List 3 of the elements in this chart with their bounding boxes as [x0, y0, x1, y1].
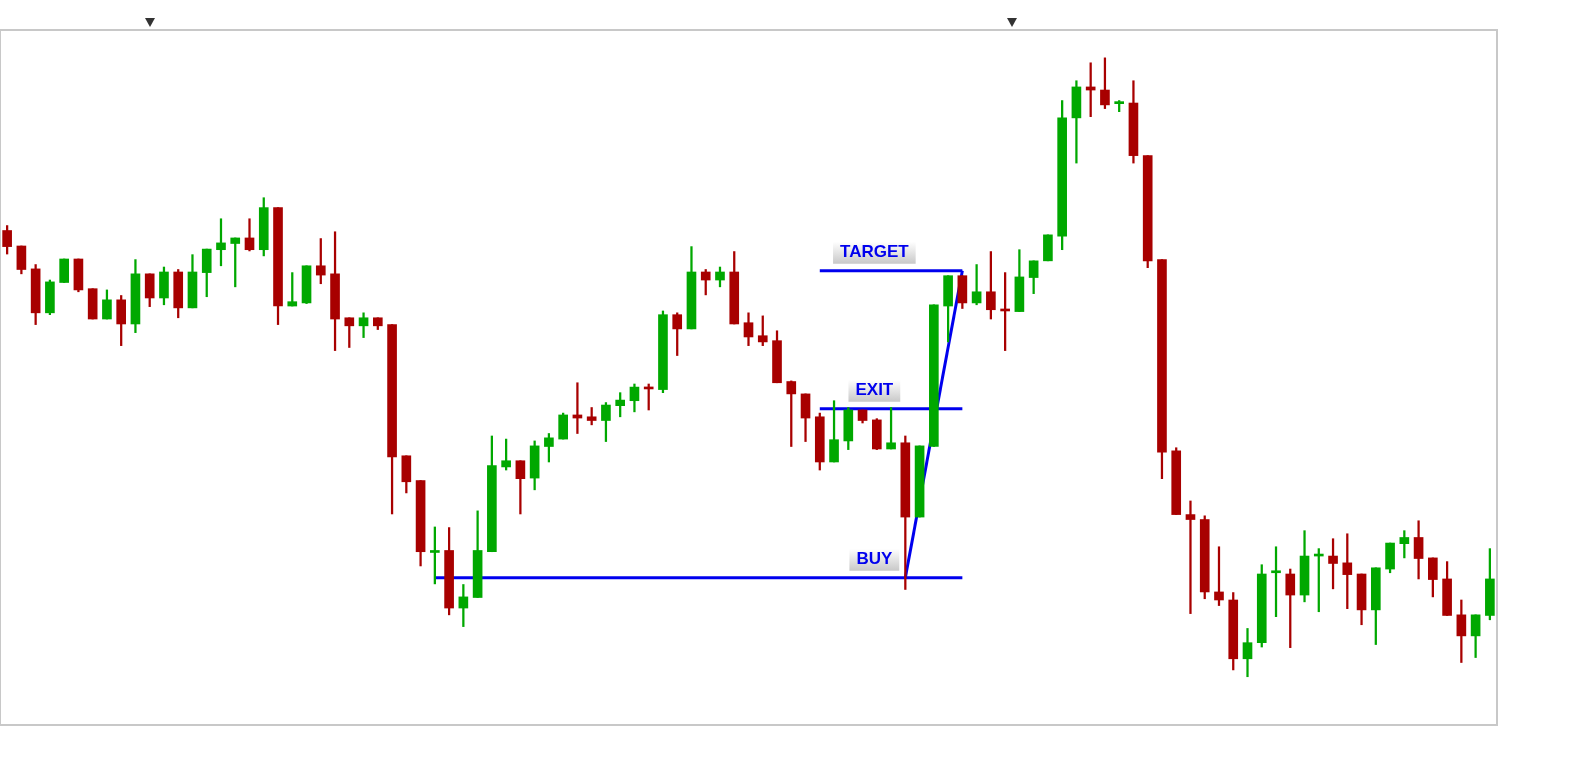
series-label: TARGET [840, 242, 910, 262]
series-label: EXIT [855, 380, 894, 400]
series-label: BUY [856, 549, 893, 569]
